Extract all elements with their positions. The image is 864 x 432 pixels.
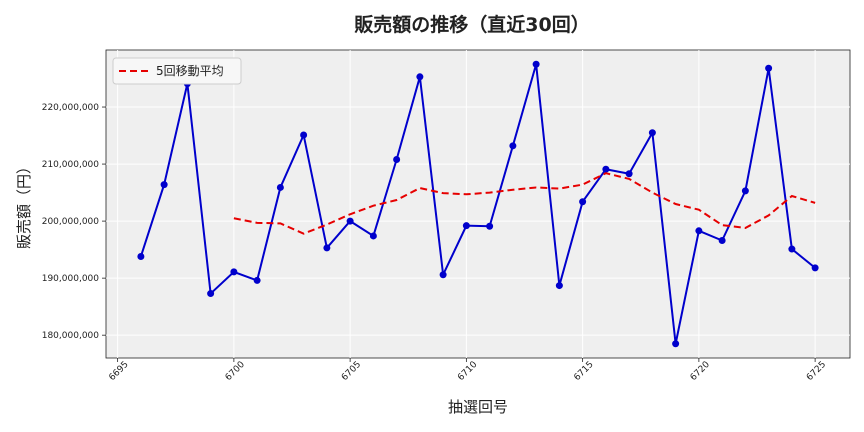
sales-point (555, 282, 563, 290)
sales-point (207, 290, 215, 298)
x-tick-label: 6700 (224, 360, 247, 383)
sales-point (741, 187, 749, 195)
sales-point (718, 237, 726, 245)
sales-point (276, 183, 284, 191)
sales-markers (137, 60, 819, 348)
y-tick-label: 190,000,000 (42, 274, 100, 284)
sales-point (230, 268, 238, 276)
sales-point (648, 129, 656, 137)
sales-point (439, 271, 447, 279)
y-tick-label: 180,000,000 (42, 331, 100, 341)
legend-box (112, 57, 242, 85)
sales-point (579, 198, 587, 206)
y-tick-label: 200,000,000 (42, 217, 100, 227)
y-axis-ticks: 180,000,000 190,000,000 200,000,000 210,000… (42, 103, 106, 341)
x-tick-label: 6725 (805, 360, 828, 383)
sales-point (416, 73, 424, 81)
y-axis-label: 販売額（円） (15, 159, 33, 249)
x-tick-label: 6715 (572, 360, 595, 383)
sales-point (788, 245, 796, 253)
y-tick-label: 210,000,000 (42, 160, 100, 170)
sales-point (137, 252, 145, 260)
sales-point (625, 170, 633, 178)
plot-area (105, 49, 851, 359)
sales-point (602, 165, 610, 173)
sales-point (509, 142, 517, 150)
sales-point (323, 244, 331, 252)
chart-title: 販売額の推移（直近30回） (354, 13, 589, 36)
x-axis-label: 抽選回号 (448, 398, 508, 416)
sales-point (300, 131, 308, 139)
sales-point (695, 227, 703, 235)
sales-point (346, 217, 354, 225)
sales-point (672, 340, 680, 348)
legend: 5回移動平均 (112, 57, 242, 85)
x-axis-ticks: 6695 6700 6705 6710 6715 6720 6725 (107, 358, 828, 383)
legend-label-moving-average: 5回移動平均 (156, 64, 224, 78)
moving-average-line (233, 172, 816, 235)
x-tick-label: 6705 (340, 360, 363, 383)
y-tick-label: 220,000,000 (42, 103, 100, 113)
sales-point (486, 222, 494, 230)
sales-point (369, 232, 377, 240)
sales-point (532, 60, 540, 68)
x-tick-label: 6710 (456, 360, 479, 383)
x-tick-label: 6720 (689, 360, 712, 383)
sales-point (462, 222, 470, 230)
grid-lines (106, 50, 850, 358)
sales-point (811, 264, 819, 272)
x-tick-label: 6695 (107, 360, 130, 383)
sales-point (393, 156, 401, 164)
sales-line (139, 63, 816, 344)
sales-point (160, 181, 168, 189)
sales-point (765, 64, 773, 72)
sales-point (253, 276, 261, 284)
